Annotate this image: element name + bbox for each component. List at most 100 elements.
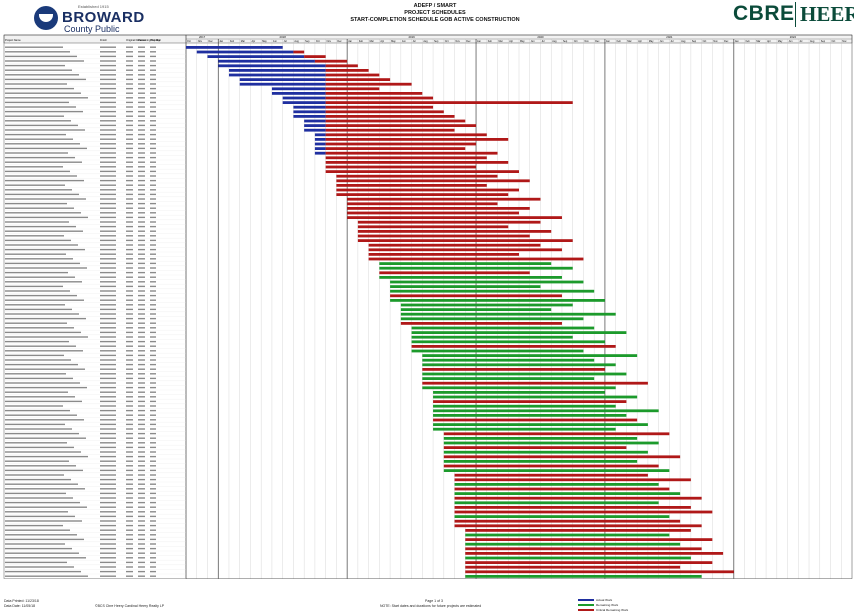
- rem-duration-cell: [138, 340, 145, 343]
- finish-date-cell: [100, 74, 116, 76]
- pm-cell: [150, 115, 156, 117]
- rem-duration-cell: [138, 64, 145, 67]
- month-label: May: [520, 40, 525, 43]
- month-label: Mar: [499, 40, 503, 43]
- pm-cell: [150, 432, 156, 435]
- actual-work-bar: [271, 87, 326, 91]
- critical-work-bar: [368, 248, 562, 252]
- rem-duration-cell: [138, 87, 145, 90]
- pm-cell: [150, 69, 156, 71]
- rem-duration-cell: [138, 124, 145, 127]
- column-header: Project Name: [5, 38, 21, 42]
- critical-work-bar: [325, 92, 423, 95]
- orig-duration-cell: [126, 373, 133, 375]
- rem-duration-cell: [138, 258, 145, 260]
- critical-work-bar: [465, 538, 713, 541]
- finish-date-cell: [100, 133, 116, 136]
- pm-cell: [150, 299, 156, 301]
- project-name-cell: [5, 69, 72, 71]
- finish-date-cell: [100, 55, 116, 58]
- project-name-cell: [5, 202, 67, 205]
- project-name-cell: [5, 235, 64, 237]
- rem-duration-cell: [138, 354, 145, 357]
- month-label: Jul: [284, 40, 288, 43]
- month-label: Nov: [842, 40, 847, 43]
- actual-work-bar: [186, 46, 283, 49]
- rem-duration-cell: [138, 368, 145, 370]
- month-label: Oct: [574, 40, 578, 43]
- month-label: Apr: [509, 40, 513, 43]
- finish-date-cell: [100, 391, 116, 393]
- pm-cell: [150, 193, 156, 196]
- pm-cell: [150, 570, 156, 573]
- rem-duration-cell: [138, 299, 145, 301]
- finish-date-cell: [100, 543, 116, 545]
- finish-date-cell: [100, 409, 116, 412]
- orig-duration-cell: [126, 547, 133, 550]
- rem-duration-cell: [138, 382, 145, 384]
- pm-cell: [150, 391, 156, 393]
- pm-cell: [150, 248, 156, 251]
- pm-cell: [150, 345, 156, 347]
- remaining-work-bar: [443, 437, 638, 440]
- critical-work-bar: [347, 197, 541, 201]
- critical-work-bar: [422, 381, 648, 385]
- rem-duration-cell: [138, 483, 145, 485]
- orig-duration-cell: [126, 506, 133, 508]
- rem-duration-cell: [138, 106, 145, 108]
- finish-date-cell: [100, 262, 116, 265]
- orig-duration-cell: [126, 120, 133, 122]
- critical-work-bar: [347, 216, 562, 219]
- orig-duration-cell: [126, 331, 133, 334]
- month-label: Aug: [681, 40, 686, 43]
- pm-cell: [150, 386, 156, 389]
- pm-cell: [150, 147, 156, 150]
- rem-duration-cell: [138, 110, 145, 113]
- critical-work-bar: [325, 142, 477, 146]
- remaining-work-bar: [422, 358, 595, 362]
- project-name-cell: [5, 322, 67, 324]
- remaining-work-bar: [433, 395, 638, 399]
- rem-duration-cell: [138, 432, 145, 435]
- finish-date-cell: [100, 207, 116, 209]
- finish-date-cell: [100, 524, 116, 527]
- remaining-work-bar: [422, 386, 616, 390]
- legend-swatch-critical: [578, 609, 594, 611]
- actual-work-bar: [293, 115, 326, 118]
- rem-duration-cell: [138, 451, 145, 453]
- month-label: May: [778, 40, 783, 43]
- orig-duration-cell: [126, 382, 133, 384]
- rem-duration-cell: [138, 74, 145, 76]
- orig-duration-cell: [126, 501, 133, 504]
- orig-duration-cell: [126, 304, 133, 306]
- finish-date-cell: [100, 115, 116, 117]
- orig-duration-cell: [126, 465, 133, 467]
- pm-cell: [150, 488, 156, 490]
- orig-duration-cell: [126, 340, 133, 343]
- finish-date-cell: [100, 432, 116, 435]
- orig-duration-cell: [126, 561, 133, 564]
- pm-cell: [150, 276, 156, 278]
- project-name-cell: [5, 106, 76, 108]
- finish-date-cell: [100, 281, 116, 283]
- project-name-cell: [5, 156, 75, 159]
- rem-duration-cell: [138, 446, 145, 449]
- rem-duration-cell: [138, 115, 145, 117]
- orig-duration-cell: [126, 124, 133, 127]
- orig-duration-cell: [126, 520, 133, 522]
- remaining-work-bar: [411, 340, 605, 344]
- project-name-cell: [5, 377, 73, 380]
- month-label: Oct: [445, 40, 449, 43]
- orig-duration-cell: [126, 184, 133, 186]
- pm-cell: [150, 373, 156, 375]
- orig-duration-cell: [126, 428, 133, 430]
- remaining-work-bar: [454, 501, 659, 505]
- rem-duration-cell: [138, 524, 145, 527]
- rem-duration-cell: [138, 290, 145, 292]
- orig-duration-cell: [126, 152, 133, 154]
- project-name-cell: [5, 184, 65, 186]
- project-name-cell: [5, 166, 63, 168]
- project-name-cell: [5, 570, 81, 573]
- finish-date-cell: [100, 138, 116, 140]
- rem-duration-cell: [138, 235, 145, 237]
